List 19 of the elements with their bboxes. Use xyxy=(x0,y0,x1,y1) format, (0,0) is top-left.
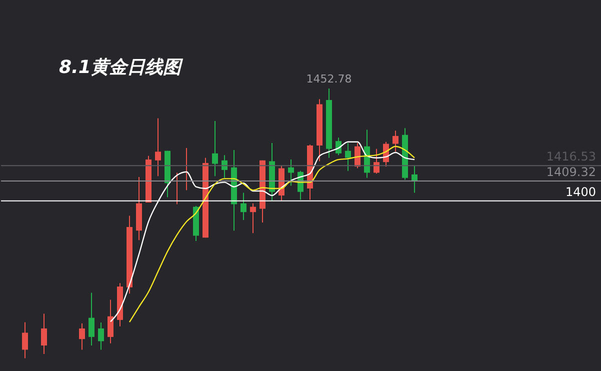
annotation: 1452.78 xyxy=(306,72,352,86)
candlestick xyxy=(41,313,47,354)
candlestick xyxy=(155,118,161,177)
candlestick xyxy=(88,292,94,346)
candlestick xyxy=(108,299,114,344)
candlestick xyxy=(345,142,351,172)
candlestick xyxy=(79,322,85,350)
ref-line-label: 1409.32 xyxy=(546,164,596,179)
candlestick xyxy=(22,322,28,359)
text: 8.1黄金日线图 xyxy=(59,57,184,78)
candlestick xyxy=(240,192,246,220)
candlestick xyxy=(336,137,342,156)
candlestick xyxy=(288,159,294,186)
candlestick xyxy=(412,165,418,194)
candlestick xyxy=(250,202,256,234)
candlestick xyxy=(98,322,104,350)
ref-line-label: 1400 xyxy=(565,184,596,199)
candlestick xyxy=(392,130,398,152)
candlestick xyxy=(212,120,218,177)
